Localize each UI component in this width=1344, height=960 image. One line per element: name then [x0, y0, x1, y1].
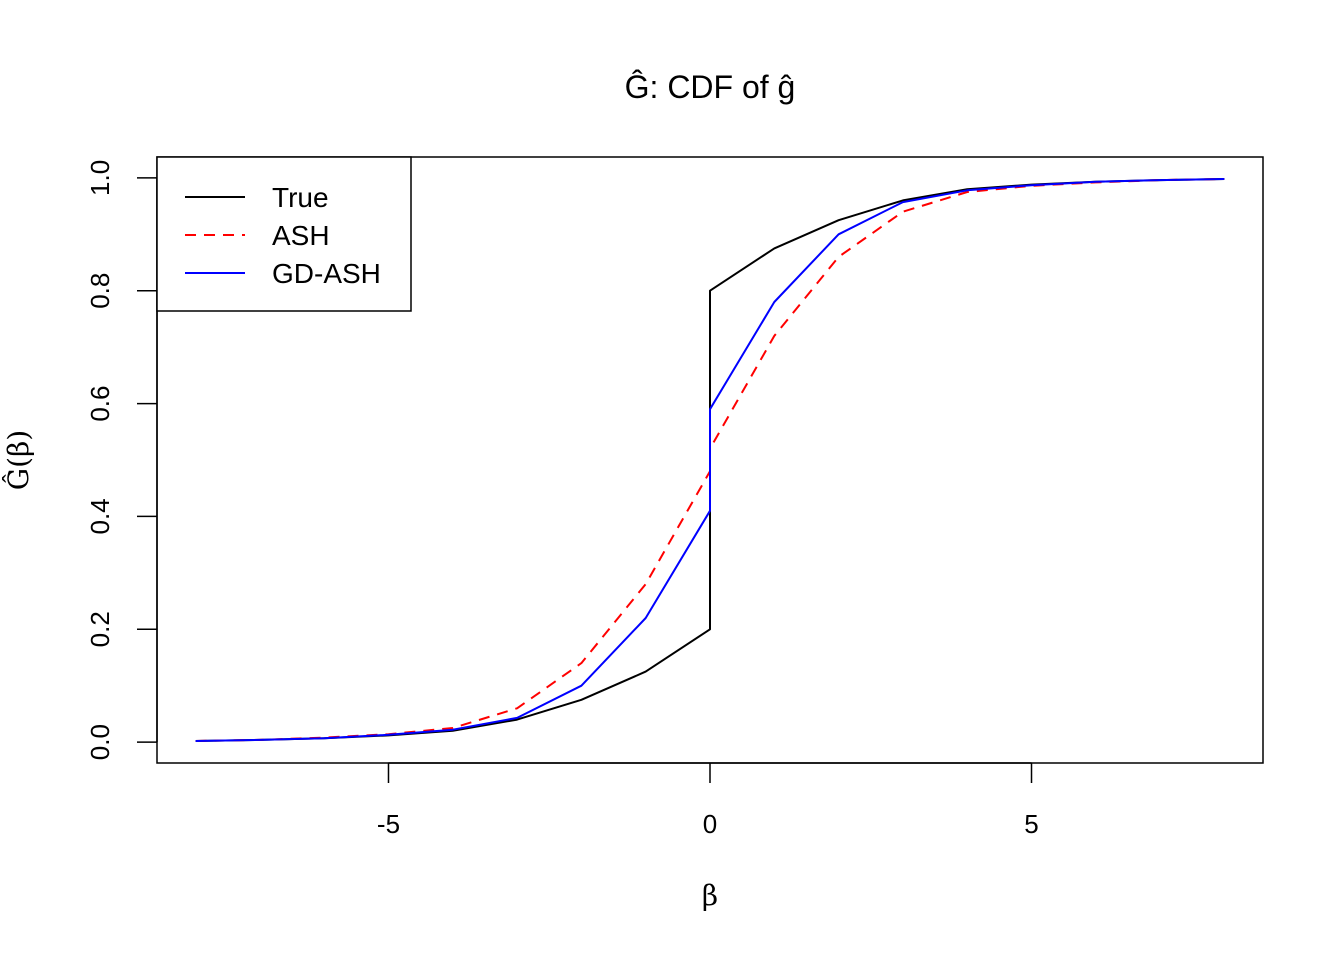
x-tick-label: 5	[1024, 809, 1038, 839]
x-tick-label: -5	[377, 809, 400, 839]
legend-box	[156, 156, 412, 312]
y-tick-label: 0.2	[85, 611, 115, 647]
y-axis: 0.0 0.2 0.4 0.6 0.8 1.0	[85, 160, 158, 760]
y-tick-label: 0.4	[85, 498, 115, 534]
y-axis-label: Ĝ(β)	[1, 430, 35, 490]
x-tick-label: 0	[703, 809, 717, 839]
legend-label: GD-ASH	[272, 258, 381, 289]
y-tick-label: 0.0	[85, 724, 115, 760]
x-axis-label: β	[702, 879, 718, 912]
y-tick-label: 0.8	[85, 273, 115, 309]
x-axis: -5 0 5	[377, 762, 1039, 839]
legend-label: ASH	[272, 220, 330, 251]
legend-label: True	[272, 182, 329, 213]
series-layer	[195, 178, 1225, 742]
series-line-gd-ash	[195, 178, 1225, 742]
y-tick-label: 1.0	[85, 160, 115, 196]
legend: True ASH GD-ASH	[156, 156, 412, 312]
chart-title: Ĝ: CDF of ĝ	[625, 69, 796, 105]
y-tick-label: 0.6	[85, 385, 115, 421]
